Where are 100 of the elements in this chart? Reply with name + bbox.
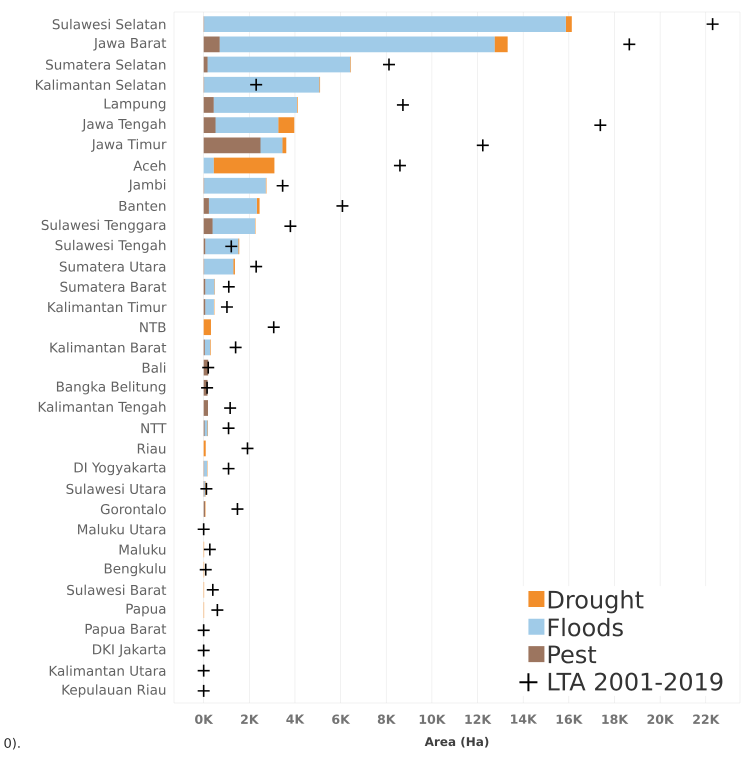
point <box>223 401 237 415</box>
x-tick-label: 16K <box>556 714 583 724</box>
y-tick-label: DI Yogyakarta <box>74 462 166 476</box>
bar <box>282 137 286 154</box>
y-tick-label: Banten <box>120 200 166 211</box>
bar <box>204 460 208 477</box>
x-tick-label: 14K <box>511 714 538 724</box>
point <box>249 78 263 92</box>
y-tick-label: Lampung <box>104 98 166 112</box>
y-tick-label: DKI Jakarta <box>93 644 166 657</box>
y-tick-label: Sulawesi Tengah <box>56 240 166 253</box>
point <box>240 442 254 456</box>
bar <box>566 16 572 32</box>
point <box>396 98 410 112</box>
y-tick-label: Kalimantan Tengah <box>38 401 166 415</box>
bar <box>204 178 266 194</box>
x-tick-label: 6K <box>332 714 350 724</box>
x-tick-label: 8K <box>378 714 396 724</box>
point <box>224 240 238 254</box>
point <box>196 623 210 638</box>
y-tick-label: Sumatera Selatan <box>46 59 166 70</box>
point <box>222 421 236 436</box>
bar <box>204 16 566 32</box>
bar <box>205 238 238 254</box>
point <box>200 381 214 395</box>
y-tick-label: Jawa Barat <box>93 38 166 51</box>
x-tick-label: 22K <box>693 714 720 724</box>
bar <box>205 299 214 315</box>
y-tick-label: Jawa Timur <box>91 138 166 152</box>
point <box>198 562 213 576</box>
x-axis-title: Area (Ha) <box>424 736 488 748</box>
point <box>222 280 236 294</box>
text: 0). <box>4 738 20 750</box>
point <box>210 603 224 617</box>
y-tick-label: Papua <box>126 604 166 616</box>
legend-label: Pest <box>548 646 596 664</box>
bar <box>204 137 260 154</box>
bar <box>205 278 214 295</box>
y-tick-label: Bengkulu <box>104 563 166 576</box>
x-tick-label: 20K <box>648 714 674 724</box>
y-tick-label: Sulawesi Tenggara <box>42 220 166 233</box>
point <box>201 360 216 374</box>
bar <box>204 258 234 274</box>
point <box>284 219 298 233</box>
y-tick-label: NTB <box>140 322 166 332</box>
bar <box>204 218 213 234</box>
y-tick-label: Jawa Tengah <box>82 118 166 132</box>
point <box>393 158 407 172</box>
point <box>196 644 210 658</box>
bar <box>208 198 257 214</box>
bar <box>204 340 210 356</box>
x-tick-label: 2K <box>241 714 259 724</box>
point <box>706 17 720 31</box>
bar <box>494 36 508 52</box>
y-tick-label: Kalimantan Timur <box>48 302 166 312</box>
point <box>266 320 281 334</box>
y-tick-label: Riau <box>138 443 166 454</box>
bar <box>220 36 495 52</box>
y-tick-label: Sulawesi Selatan <box>52 18 166 30</box>
point <box>622 38 636 52</box>
bar <box>204 420 208 436</box>
point <box>594 118 608 132</box>
y-tick-label: Bali <box>142 362 166 373</box>
point <box>206 583 220 597</box>
y-tick-label: NTT <box>141 423 167 434</box>
legend-label: Floods <box>548 618 623 636</box>
point <box>382 58 396 72</box>
point <box>200 482 214 496</box>
y-tick-label: Maluku Utara <box>78 524 166 534</box>
point <box>476 138 490 152</box>
bar <box>208 56 350 72</box>
point <box>196 684 210 698</box>
bar <box>260 137 282 154</box>
x-tick-label: 12K <box>465 714 492 724</box>
y-tick-label: Kalimantan Utara <box>50 665 166 676</box>
point <box>230 502 244 516</box>
y-tick-label: Gorontalo <box>100 504 166 514</box>
bar <box>256 198 260 214</box>
bar <box>212 218 256 234</box>
y-tick-label: Sulawesi Barat <box>67 584 166 596</box>
point <box>228 340 242 354</box>
bar <box>204 319 211 336</box>
bar <box>204 97 214 113</box>
bar <box>214 158 274 174</box>
y-tick-label: Aceh <box>133 160 166 171</box>
bar <box>216 117 278 134</box>
x-tick-label: 0K <box>195 714 214 724</box>
y-tick-label: Kepulauan Riau <box>62 684 166 698</box>
bar <box>204 36 220 52</box>
bar <box>204 158 214 174</box>
bar <box>278 117 294 134</box>
point <box>249 260 263 274</box>
x-tick-label: 18K <box>602 714 628 724</box>
legend-label: Drought <box>548 590 644 614</box>
point <box>203 542 217 556</box>
y-tick-label: Sulawesi Utara <box>66 484 166 494</box>
point <box>196 664 210 678</box>
y-tick-label: Sumatera Barat <box>60 282 166 292</box>
point <box>222 462 236 476</box>
point <box>196 522 210 536</box>
